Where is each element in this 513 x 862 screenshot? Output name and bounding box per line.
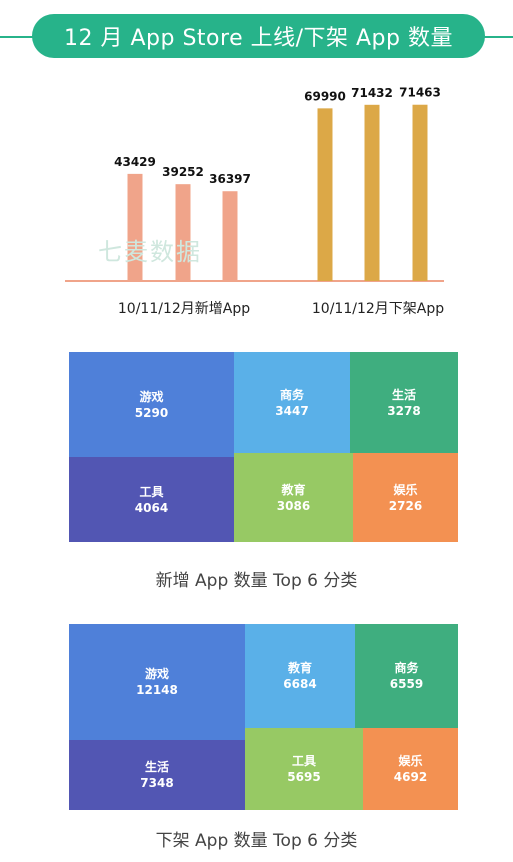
tile-value: 7348 <box>140 776 174 790</box>
tile-value: 4692 <box>393 770 428 784</box>
bar-new-3 <box>222 191 238 281</box>
treemap-tile: 娱乐 4692 <box>363 728 458 810</box>
treemap-new-caption: 新增 App 数量 Top 6 分类 <box>155 571 358 591</box>
header-line-left <box>0 36 40 38</box>
tile-value: 5290 <box>134 405 169 420</box>
treemap-removed-caption: 下架 App 数量 Top 6 分类 <box>155 831 358 851</box>
treemap-tile: 游戏 5290 <box>69 352 234 457</box>
bar-value-label: 36397 <box>209 172 251 186</box>
bar-chart: 43429 39252 36397 10/11/12月新增App 69990 71432 7… <box>65 86 444 317</box>
treemap-tile: 工具 4064 <box>69 457 234 542</box>
watermark: 七麦数据 <box>98 238 202 266</box>
treemap-tile: 教育 3086 <box>234 453 353 542</box>
tile-name: 商务 <box>394 661 419 675</box>
tile-name: 娱乐 <box>398 754 423 768</box>
treemap-tile: 娱乐 2726 <box>353 453 458 542</box>
treemap-tile: 商务 3447 <box>234 352 350 453</box>
tile-value: 2726 <box>388 498 423 513</box>
bar-group-label: 10/11/12月新增App <box>118 301 250 317</box>
bar-value-label: 43429 <box>114 155 156 169</box>
treemap-tile: 教育 6684 <box>245 624 355 728</box>
tile-name: 工具 <box>139 484 164 499</box>
tile-value: 5695 <box>287 770 321 784</box>
tile-name: 商务 <box>279 387 304 402</box>
bar-value-label: 71463 <box>399 86 441 100</box>
bar-new-2 <box>175 184 191 281</box>
treemap-tile: 工具 5695 <box>245 728 363 810</box>
bar-removed-1 <box>317 108 333 281</box>
treemap-tile: 生活 3278 <box>350 352 458 453</box>
tile-name: 娱乐 <box>393 482 418 497</box>
tile-name: 游戏 <box>139 389 164 404</box>
tile-name: 生活 <box>144 760 169 774</box>
treemap-removed: 游戏 12148 教育 6684 商务 6559 生活 7348 工具 5695 娱乐 4692 <box>69 624 458 810</box>
tile-value: 3086 <box>276 498 311 513</box>
tile-name: 生活 <box>391 387 416 402</box>
bar-value-label: 39252 <box>162 165 204 179</box>
bar-value-label: 69990 <box>304 89 346 103</box>
treemap-tile: 游戏 12148 <box>69 624 245 740</box>
tile-value: 12148 <box>136 683 178 697</box>
tile-value: 6684 <box>283 677 317 691</box>
tile-value: 6559 <box>389 677 424 691</box>
page-title: 12 月 App Store 上线/下架 App 数量 <box>32 14 485 58</box>
header-line-right <box>478 36 513 38</box>
bar-removed-2 <box>364 104 380 281</box>
tile-name: 教育 <box>281 482 306 497</box>
bar-new-1 <box>127 173 143 281</box>
bar-value-label: 71432 <box>351 86 393 100</box>
tile-name: 教育 <box>287 661 312 675</box>
tile-value: 3278 <box>387 403 421 418</box>
tile-value: 3447 <box>275 403 309 418</box>
tile-name: 工具 <box>291 754 316 768</box>
treemap-tile: 商务 6559 <box>355 624 458 728</box>
treemap-tile: 生活 7348 <box>69 740 245 810</box>
tile-value: 4064 <box>134 500 169 515</box>
tile-name: 游戏 <box>144 667 169 681</box>
bar-group-label: 10/11/12月下架App <box>312 301 444 317</box>
bar-removed-3 <box>412 104 428 281</box>
treemap-new: 游戏 5290 商务 3447 生活 3278 工具 4064 教育 3086 娱乐 2726 <box>69 352 458 542</box>
